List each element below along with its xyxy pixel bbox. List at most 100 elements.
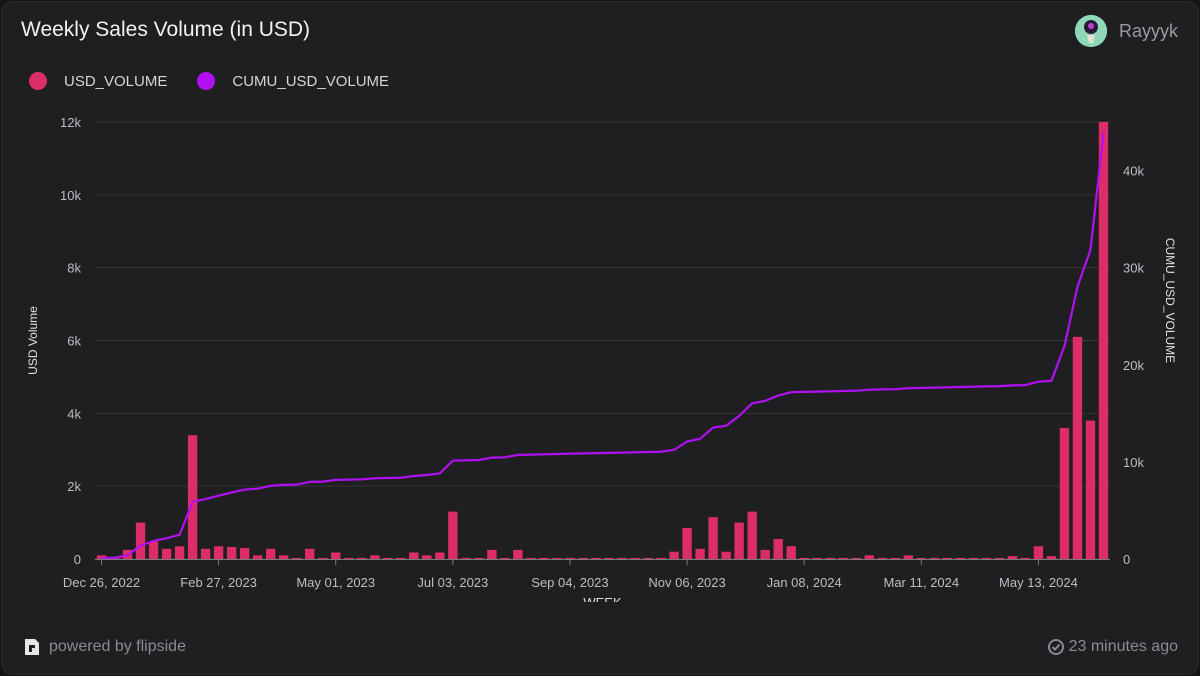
bar: [942, 557, 953, 559]
bar: [760, 549, 770, 559]
bar: [786, 546, 796, 559]
bar: [539, 557, 549, 559]
bar: [187, 435, 198, 559]
bar: [396, 557, 406, 559]
legend-label-cumu-usd-volume: CUMU_USD_VOLUME: [232, 72, 390, 90]
x-tick-label: Mar 11, 2024: [883, 575, 959, 590]
flipside-logo-icon: [25, 639, 39, 655]
bar: [226, 546, 237, 559]
bar: [474, 557, 484, 559]
bar: [721, 551, 731, 559]
bar: [1059, 427, 1070, 559]
bar: [1072, 336, 1083, 559]
bar: [656, 557, 666, 559]
y-tick-label: 6k: [67, 334, 81, 349]
y-tick-label: 4k: [67, 406, 81, 421]
bar: [1007, 556, 1018, 559]
bar: [903, 555, 913, 559]
legend-item-usd-volume[interactable]: USD_VOLUME: [29, 72, 167, 90]
axes: 0 2k 4k 6k 8k 10k 12k 0 10k 20k 30k 40k Dec 26, 2022…: [26, 115, 1177, 602]
y2-tick-label: 40k: [1123, 164, 1144, 179]
avatar[interactable]: [1074, 15, 1107, 47]
bar: [526, 557, 536, 559]
bar: [174, 546, 185, 559]
bar: [604, 557, 614, 559]
bar: [929, 557, 940, 559]
y-axis-title: USD Volume: [26, 306, 40, 375]
y-tick-label: 10k: [60, 188, 81, 203]
bar: [578, 557, 588, 559]
bar: [279, 555, 289, 559]
chart-plot: 0 2k 4k 6k 8k 10k 12k 0 10k 20k 30k 40k Dec 26, 2022…: [26, 115, 1177, 602]
chart-title: Weekly Sales Volume (in USD): [21, 18, 311, 41]
bar: [838, 557, 848, 559]
bar: [591, 557, 601, 559]
bar: [513, 549, 523, 559]
bar: [968, 557, 979, 559]
x-tick-label: Jan 08, 2024: [767, 575, 842, 590]
bar: [305, 548, 315, 559]
x-tick-label: Dec 26, 2022: [63, 575, 140, 590]
y-tick-label: 2k: [67, 479, 81, 494]
user-badge[interactable]: Rayyyk: [1074, 14, 1178, 48]
bar: [1033, 546, 1044, 559]
bar: [1098, 122, 1109, 559]
bar: [161, 548, 172, 559]
bar: [916, 557, 926, 559]
footer-updated: 23 minutes ago: [1047, 638, 1178, 656]
y2-axis-title: CUMU_USD_VOLUME: [1163, 238, 1177, 363]
bar: [370, 555, 380, 559]
bar: [331, 552, 341, 559]
bar: [357, 557, 367, 559]
bar: [461, 557, 471, 559]
x-tick-label: May 13, 2024: [999, 575, 1078, 590]
bar: [1085, 420, 1096, 559]
bar: [344, 557, 354, 559]
bar: [851, 557, 861, 559]
legend-item-cumu-usd-volume[interactable]: CUMU_USD_VOLUME: [197, 72, 389, 90]
line-series-cumu-usd-volume: [101, 133, 1105, 560]
bar: [200, 548, 211, 559]
bar: [265, 548, 276, 559]
x-tick-label: Feb 27, 2023: [180, 575, 257, 590]
bar: [643, 557, 653, 559]
bar: [890, 557, 900, 559]
legend-label-usd-volume: USD_VOLUME: [64, 72, 168, 90]
grid-lines: [95, 121, 1110, 560]
footer-branding[interactable]: powered by flipside: [21, 637, 186, 657]
bar: [773, 538, 783, 559]
bar: [747, 511, 757, 559]
bar: [630, 557, 640, 559]
bar: [799, 557, 809, 559]
bar: [292, 557, 302, 559]
legend-swatch-cumu-usd-volume: [197, 72, 216, 90]
y-tick-label: 0: [74, 552, 81, 567]
bar: [383, 557, 393, 559]
x-tick-label: Nov 06, 2023: [648, 575, 725, 590]
bar: [213, 546, 224, 559]
bar: [239, 548, 250, 559]
bar: [695, 548, 705, 559]
y2-tick-label: 0: [1123, 552, 1130, 567]
bar: [669, 551, 679, 559]
bar: [617, 557, 627, 559]
x-tick-label: Jul 03, 2023: [417, 575, 488, 590]
y2-tick-label: 20k: [1123, 358, 1144, 373]
bar: [552, 557, 562, 559]
y2-tick-label: 30k: [1123, 261, 1144, 276]
bar: [448, 511, 458, 559]
y2-tick-label: 10k: [1123, 455, 1144, 470]
bar: [1046, 556, 1057, 559]
bar: [994, 557, 1005, 559]
bar: [318, 557, 328, 559]
bar: [135, 522, 146, 559]
check-circle-icon: [1047, 639, 1064, 655]
bar: [435, 552, 445, 559]
bar: [565, 557, 575, 559]
bar: [487, 549, 497, 559]
x-tick-label: Sep 04, 2023: [531, 575, 608, 590]
username[interactable]: Rayyyk: [1118, 20, 1178, 41]
powered-by-text: powered by flipside: [49, 638, 186, 655]
legend-swatch-usd-volume: [29, 72, 47, 90]
